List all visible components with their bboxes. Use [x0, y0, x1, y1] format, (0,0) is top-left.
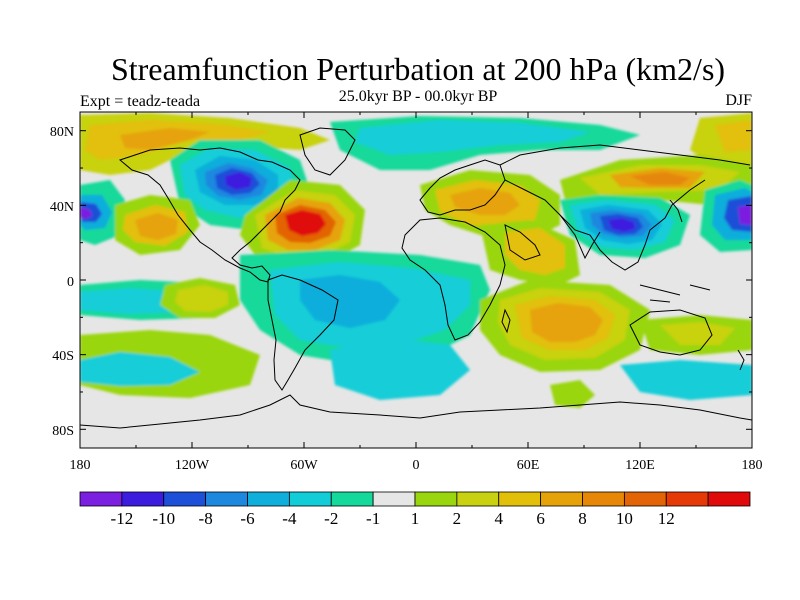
lat-tick-label: 40N: [50, 200, 74, 215]
colorbar-swatch: [623, 491, 667, 507]
colorbar-swatch: [707, 491, 751, 507]
field-contour-region: [80, 352, 200, 386]
colorbar-label: 12: [658, 509, 675, 528]
field-contour-region: [530, 303, 603, 342]
colorbar-label: -10: [152, 509, 175, 528]
lon-tick-label: 60W: [290, 458, 318, 473]
field-contour-region: [135, 213, 178, 240]
field-contour-region: [630, 172, 690, 185]
field-contour-region: [225, 172, 252, 190]
colorbar-label: 8: [578, 509, 587, 528]
lon-tick-label: 0: [413, 458, 420, 473]
field-contour-region: [80, 207, 92, 219]
colorbar-swatch: [498, 491, 542, 507]
lat-tick-label: 40S: [52, 349, 74, 364]
lon-tick-label: 60E: [517, 458, 540, 473]
field-contour-region: [505, 228, 565, 275]
colorbar-label: 4: [495, 509, 504, 528]
lat-axis: 80N 40N 0 40S 80S: [50, 125, 74, 439]
field-contour-region: [175, 285, 228, 312]
colorbar-swatch: [288, 491, 332, 507]
colorbar-label: -2: [324, 509, 338, 528]
colorbar-swatch: [582, 491, 625, 507]
colorbar-swatch: [163, 491, 207, 507]
colorbar-swatch: [205, 491, 248, 507]
colorbar-label: -6: [240, 509, 254, 528]
colorbar-labels: -12 -10 -8 -6 -4 -2 -1 1 2 4 6 8 10 12: [111, 509, 675, 528]
field-contour-region: [330, 338, 470, 400]
lat-tick-label: 80S: [52, 424, 74, 439]
colorbar-swatch: [414, 491, 458, 507]
colorbar-swatch: [540, 491, 583, 507]
field-contour-region: [285, 210, 326, 236]
lat-tick-label: 80N: [50, 125, 74, 140]
colorbar-swatch: [79, 491, 123, 507]
field-contour-region: [715, 120, 752, 152]
coastlines: [80, 127, 752, 429]
lon-axis: 180 120W 60W 0 60E 120E 180: [70, 458, 763, 473]
field-contour-region: [300, 275, 400, 328]
field-contour-region: [120, 128, 210, 150]
field-contour-region: [738, 205, 752, 225]
field-contour-region: [660, 322, 735, 345]
colorbar: [79, 491, 751, 507]
streamfunction-field: [80, 113, 752, 408]
field-contour-region: [608, 218, 635, 232]
season-label: DJF: [725, 92, 752, 109]
colorbar-swatch: [665, 491, 709, 507]
colorbar-swatch: [330, 491, 374, 507]
colorbar-swatch: [121, 491, 165, 507]
colorbar-label: 10: [616, 509, 633, 528]
lon-tick-label: 180: [742, 458, 763, 473]
colorbar-label: -1: [366, 509, 380, 528]
colorbar-label: -8: [199, 509, 213, 528]
field-contour-region: [450, 188, 520, 215]
lon-tick-label: 120E: [625, 458, 655, 473]
field-contour-region: [620, 360, 752, 400]
figure-title: Streamfunction Perturbation at 200 hPa (…: [110, 51, 726, 87]
map-border: [79, 111, 753, 449]
colorbar-label: 2: [453, 509, 462, 528]
colorbar-label: 6: [536, 509, 545, 528]
lon-tick-label: 120W: [175, 458, 210, 473]
colorbar-label: -4: [282, 509, 297, 528]
experiment-label: Expt = teadz-teada: [80, 93, 201, 110]
time-range-label: 25.0kyr BP - 00.0kyr BP: [338, 88, 498, 105]
lat-tick-label: 0: [67, 275, 74, 290]
colorbar-label: -12: [111, 509, 134, 528]
colorbar-label: 1: [411, 509, 420, 528]
field-contour-region: [550, 380, 595, 408]
lon-tick-label: 180: [70, 458, 91, 473]
field-contour-region: [355, 120, 590, 155]
colorbar-swatch: [247, 491, 290, 507]
colorbar-swatch: [372, 491, 416, 507]
colorbar-swatch: [456, 491, 500, 507]
map-panel: [80, 112, 752, 448]
